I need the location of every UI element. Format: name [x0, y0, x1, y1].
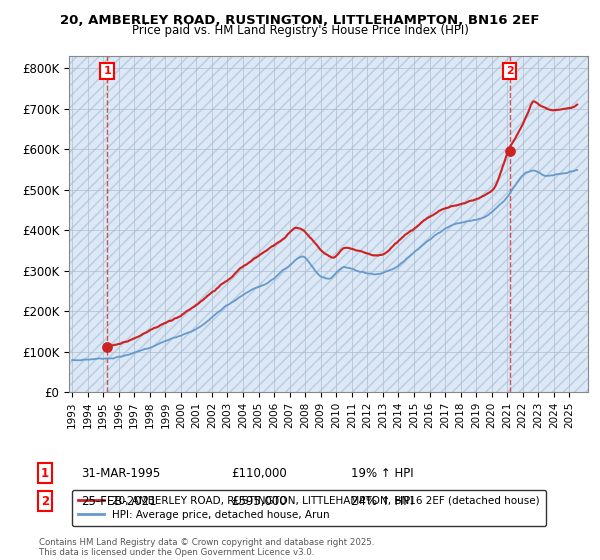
Text: 24% ↑ HPI: 24% ↑ HPI: [351, 494, 413, 508]
Text: 2: 2: [41, 494, 49, 508]
Text: 20, AMBERLEY ROAD, RUSTINGTON, LITTLEHAMPTON, BN16 2EF: 20, AMBERLEY ROAD, RUSTINGTON, LITTLEHAM…: [60, 14, 540, 27]
Text: 19% ↑ HPI: 19% ↑ HPI: [351, 466, 413, 480]
Text: £595,000: £595,000: [231, 494, 287, 508]
Text: 1: 1: [41, 466, 49, 480]
Point: [505, 147, 514, 156]
Text: 1: 1: [103, 66, 111, 76]
Text: 2: 2: [506, 66, 514, 76]
Text: Price paid vs. HM Land Registry's House Price Index (HPI): Price paid vs. HM Land Registry's House …: [131, 24, 469, 37]
Text: 31-MAR-1995: 31-MAR-1995: [81, 466, 160, 480]
Text: £110,000: £110,000: [231, 466, 287, 480]
Text: 25-FEB-2021: 25-FEB-2021: [81, 494, 157, 508]
Point: [102, 343, 112, 352]
Legend: 20, AMBERLEY ROAD, RUSTINGTON, LITTLEHAMPTON, BN16 2EF (detached house), HPI: Av: 20, AMBERLEY ROAD, RUSTINGTON, LITTLEHAM…: [71, 489, 546, 526]
Text: Contains HM Land Registry data © Crown copyright and database right 2025.
This d: Contains HM Land Registry data © Crown c…: [39, 538, 374, 557]
